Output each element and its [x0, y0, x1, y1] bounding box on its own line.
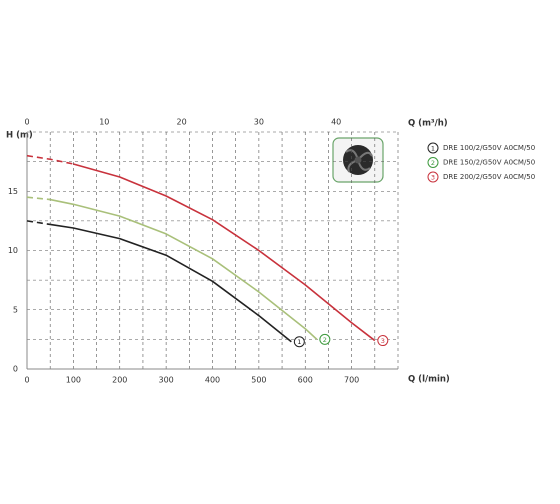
legend-label: DRE 150/2/G50V A0CM/50 — [443, 159, 535, 167]
y-tick-label: 15 — [8, 187, 18, 196]
x-tick-label: 0 — [24, 376, 29, 385]
curve-marker-label: 3 — [381, 337, 385, 345]
curve — [73, 163, 376, 342]
legend-marker-label: 2 — [431, 159, 435, 167]
y-axis-label: H (m) — [6, 131, 33, 141]
curve — [50, 223, 292, 343]
curve-marker-label: 2 — [323, 336, 327, 344]
x-tick-label: 600 — [298, 376, 313, 385]
impeller-image — [332, 137, 384, 183]
curve-marker — [293, 336, 305, 348]
legend-marker-label: 1 — [431, 145, 435, 153]
y-tick-label: 5 — [13, 305, 18, 314]
x2-tick-label: 40 — [331, 118, 341, 127]
curve-marker — [319, 333, 331, 345]
x2-tick-label: 0 — [24, 118, 29, 127]
curve — [26, 220, 51, 226]
x-tick-label: 100 — [66, 376, 81, 385]
x2-tick-label: 30 — [254, 118, 264, 127]
x-tick-label: 200 — [112, 376, 127, 385]
y-tick-label: 10 — [8, 246, 18, 255]
legend-marker — [427, 171, 439, 183]
curve-marker-label: 1 — [297, 338, 301, 346]
x-tick-label: 400 — [205, 376, 220, 385]
curve — [26, 154, 74, 165]
x2-tick-label: 10 — [99, 118, 109, 127]
legend-label: DRE 200/2/G50V A0CM/50 — [443, 173, 535, 181]
x2-tick-label: 20 — [176, 118, 186, 127]
legend-marker — [427, 157, 439, 168]
curve — [26, 196, 51, 201]
curve — [50, 198, 318, 340]
y-tick-label: 0 — [13, 365, 18, 374]
x-tick-label: 500 — [251, 376, 266, 385]
x-tick-label: 300 — [158, 376, 173, 385]
legend-marker — [427, 142, 439, 154]
legend-label: DRE 100/2/G50V A0CM/50 — [443, 144, 535, 152]
x-tick-label: 700 — [344, 376, 359, 385]
x2-axis-label: Q (m³/h) — [408, 119, 448, 129]
curve-marker — [377, 335, 389, 347]
legend-marker-label: 3 — [431, 174, 435, 182]
x-axis-label: Q (l/min) — [408, 375, 450, 385]
